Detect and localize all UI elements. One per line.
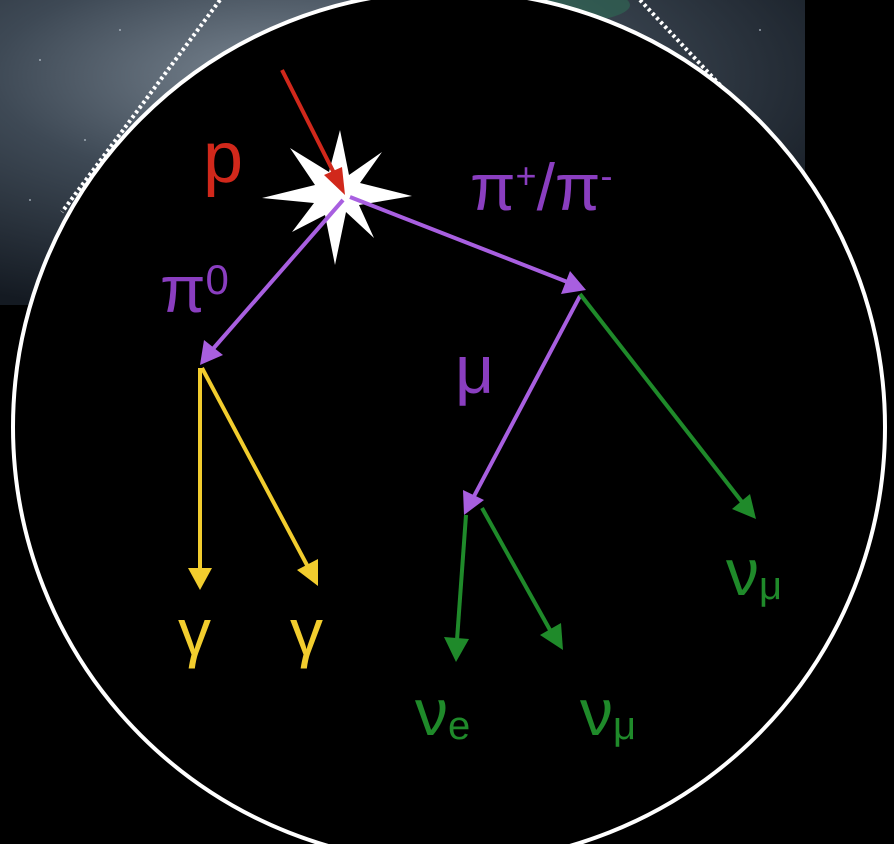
nu-mu-symbol: ν — [580, 675, 613, 749]
nu-mu-pion-label: νμ — [726, 535, 782, 609]
pi-minus-symbol: π — [555, 150, 601, 224]
muon-arrowhead — [463, 490, 484, 515]
photon-1-arrowhead — [188, 568, 212, 590]
pi0-arrow — [210, 198, 345, 352]
charged-pion-arrow — [349, 195, 571, 285]
muon-nue-arrowhead — [444, 637, 469, 662]
proton-arrowhead — [324, 167, 345, 195]
pion-numu-arrow — [578, 292, 744, 504]
pi0-symbol: π — [160, 252, 206, 326]
zoom-circle — [11, 0, 887, 844]
nu-mu-muon-label: νμ — [580, 675, 636, 749]
photon-2-arrowhead — [297, 559, 318, 586]
nu-e-label: νe — [415, 675, 470, 749]
photon-2-label: γ — [290, 595, 323, 669]
photon-1-label: γ — [178, 595, 211, 669]
nu-mu-pion-subscript: μ — [759, 564, 782, 608]
pi-plus-symbol: π — [470, 150, 516, 224]
pi-plus-superscript: + — [516, 155, 537, 196]
nu-e-symbol: ν — [415, 675, 448, 749]
muon-numu-arrowhead — [540, 623, 563, 650]
pi-separator: / — [537, 150, 556, 224]
photon-2-arrow — [200, 367, 310, 568]
charged-pion-label: π+/π- — [470, 150, 612, 224]
pi0-superscript: 0 — [206, 256, 229, 303]
zoom-line-left — [60, 0, 222, 214]
pi0-arrowhead — [200, 340, 223, 365]
nu-mu-pion-symbol: ν — [726, 535, 759, 609]
pi-minus-superscript: - — [600, 155, 612, 196]
muon-arrow — [470, 295, 582, 501]
charged-pion-arrowhead — [561, 271, 586, 294]
proton-arrow — [280, 69, 337, 176]
proton-label: p — [203, 118, 243, 198]
muon-nue-arrow — [455, 514, 468, 641]
neutral-pion-label: π0 — [160, 252, 229, 326]
collision-starburst-icon — [262, 130, 412, 265]
nu-e-subscript: e — [448, 704, 470, 748]
muon-numu-arrow — [480, 507, 552, 631]
muon-label: μ — [455, 332, 494, 408]
pion-numu-arrowhead — [732, 494, 756, 519]
nu-mu-subscript: μ — [613, 704, 636, 748]
